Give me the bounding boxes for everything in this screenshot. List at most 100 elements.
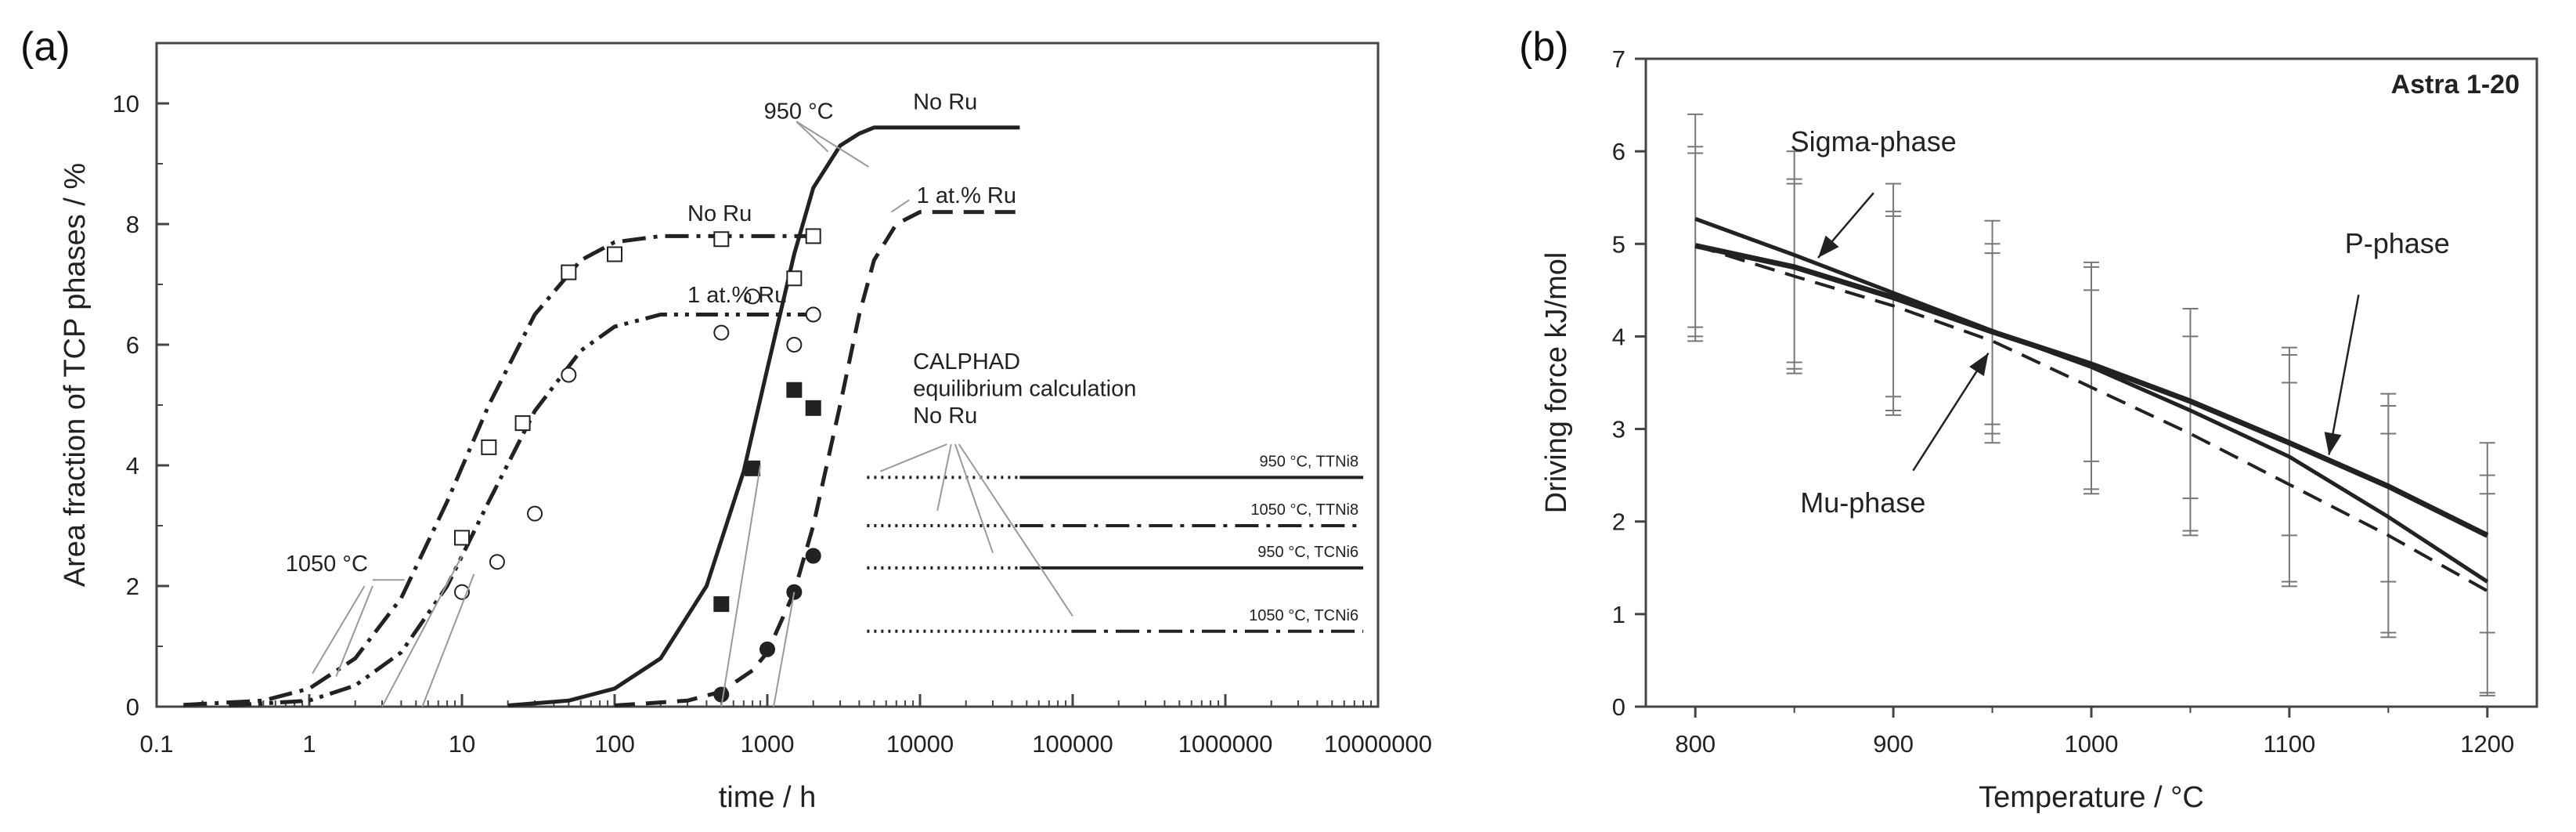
series-line-p-phase: [1694, 243, 2489, 538]
leader-line: [958, 443, 1073, 617]
x-axis-label: Temperature / °C: [1979, 781, 2204, 814]
chart-title: Astra 1-20: [2391, 70, 2520, 99]
x-tick-label: 10000000: [1324, 730, 1432, 758]
chart-b-svg: Astra 1-20 800 900 1000 1100 1200 0 1 2 3 4 5 6 7 Temp…: [1540, 45, 2538, 814]
chart-a-svg: 0.1 1 10 100 1000 10000 100000 1000000 10000000 0…: [59, 42, 1432, 814]
leader-line: [773, 591, 796, 707]
panel-label-b: (b): [1519, 24, 1569, 70]
arrow-head: [1818, 235, 1839, 259]
series-annotation-label: Sigma-phase: [1791, 125, 1957, 157]
leader-line: [796, 121, 869, 168]
annotation-label: 1050 °C: [286, 552, 368, 577]
x-tick-label: 1: [302, 730, 316, 758]
marker-filled-circle: [805, 548, 821, 564]
leader-line: [879, 443, 947, 472]
series-line-mu-phase: [1694, 244, 2488, 593]
panel-label-a: (a): [20, 24, 70, 70]
annotation-label: No Ru: [913, 403, 977, 429]
marker-filled-square: [745, 460, 761, 476]
marker-open-square: [786, 270, 803, 287]
marker-open-square: [454, 530, 470, 546]
y-tick-label: 1: [1612, 601, 1625, 628]
reference-label: 1050 °C, TCNi6: [1249, 607, 1358, 624]
chart-panel-a: (a) 0.1 1 10 100 1000 10000 100000 1000000 10000…: [20, 24, 1432, 814]
marker-open-square: [607, 246, 622, 262]
marker-open-circle: [805, 306, 821, 323]
marker-open-circle: [561, 367, 577, 383]
arrow-head: [2324, 432, 2342, 455]
annotation-arrow: [2328, 295, 2360, 455]
marker-open-circle: [489, 554, 505, 570]
marker-open-square: [561, 264, 577, 280]
annotation-label: equilibrium calculation: [913, 376, 1136, 401]
annotation-label: 1 at.% Ru: [917, 183, 1016, 208]
x-tick-label: 0.1: [139, 730, 173, 758]
series-line-2: [507, 125, 1020, 707]
leader-line: [381, 555, 463, 707]
y-tick-label: 4: [1612, 323, 1625, 350]
y-tick-label: 6: [126, 331, 139, 359]
x-axis-label: time / h: [719, 781, 817, 814]
annotation-label: 1 at.% Ru: [687, 283, 787, 308]
x-tick-label: 1100: [2264, 730, 2316, 758]
leader-line: [936, 443, 952, 511]
leader-line: [954, 443, 994, 553]
annotation-label: No Ru: [687, 201, 752, 226]
chart-panel-b: (b) Astra 1-20 800 900 1000 1100 1200 0 1 2 3 4 5 6 7…: [1519, 0, 2576, 832]
x-tick-label: 1000: [2065, 730, 2119, 758]
y-tick-label: 8: [126, 211, 139, 238]
series-annotation-label: P-phase: [2345, 227, 2450, 259]
marker-open-circle: [527, 505, 543, 522]
series-line-1: [229, 313, 814, 707]
y-axis-label: Area fraction of TCP phases / %: [59, 163, 92, 587]
annotation-label: CALPHAD: [913, 349, 1020, 374]
x-tick-label: 1000: [741, 730, 795, 758]
leader-line: [720, 465, 762, 707]
annotation-arrow: [1912, 353, 1990, 472]
reference-label: 1050 °C, TTNi8: [1250, 501, 1358, 519]
y-tick-label: 7: [1612, 45, 1625, 73]
y-tick-label: 2: [126, 573, 139, 600]
x-tick-label: 100: [594, 730, 635, 758]
leader-line: [796, 121, 829, 153]
annotation-label: No Ru: [913, 90, 977, 115]
leader-line: [312, 585, 366, 675]
marker-open-square: [805, 228, 821, 244]
reference-label: 950 °C, TTNi8: [1260, 453, 1359, 470]
y-axis-label: Driving force kJ/mol: [1540, 252, 1573, 514]
x-tick-label: 900: [1873, 730, 1914, 758]
marker-open-circle: [786, 337, 803, 353]
y-tick-label: 3: [1612, 416, 1625, 443]
marker-filled-square: [805, 400, 821, 416]
x-tick-label: 100000: [1032, 730, 1113, 758]
y-tick-label: 5: [1612, 230, 1625, 258]
marker-open-square: [514, 415, 531, 432]
x-tick-label: 1000000: [1178, 730, 1273, 758]
leader-line: [421, 573, 475, 707]
marker-filled-square: [713, 596, 730, 613]
y-tick-label: 6: [1612, 138, 1625, 165]
x-tick-label: 800: [1675, 730, 1716, 758]
leader-line: [890, 199, 910, 213]
annotation-label: 950 °C: [764, 99, 834, 124]
marker-filled-circle: [713, 686, 730, 703]
marker-filled-circle: [759, 641, 775, 657]
series-annotation-label: Mu-phase: [1800, 487, 1925, 519]
y-tick-label: 4: [126, 452, 139, 479]
arrow-head: [1969, 353, 1989, 377]
y-tick-label: 0: [1612, 693, 1625, 721]
series-line-0: [183, 233, 814, 707]
marker-open-square: [713, 231, 730, 248]
reference-label: 950 °C, TCNi6: [1257, 544, 1358, 561]
leader-line: [335, 585, 373, 677]
x-tick-label: 10: [449, 730, 475, 758]
x-tick-label: 10000: [886, 730, 954, 758]
y-tick-label: 0: [126, 693, 139, 721]
y-tick-label: 10: [113, 90, 139, 118]
x-tick-label: 1200: [2460, 730, 2514, 758]
marker-open-circle: [713, 324, 730, 341]
y-tick-label: 2: [1612, 508, 1625, 536]
marker-open-circle: [745, 288, 761, 305]
marker-open-square: [481, 439, 497, 455]
marker-filled-square: [786, 382, 803, 398]
